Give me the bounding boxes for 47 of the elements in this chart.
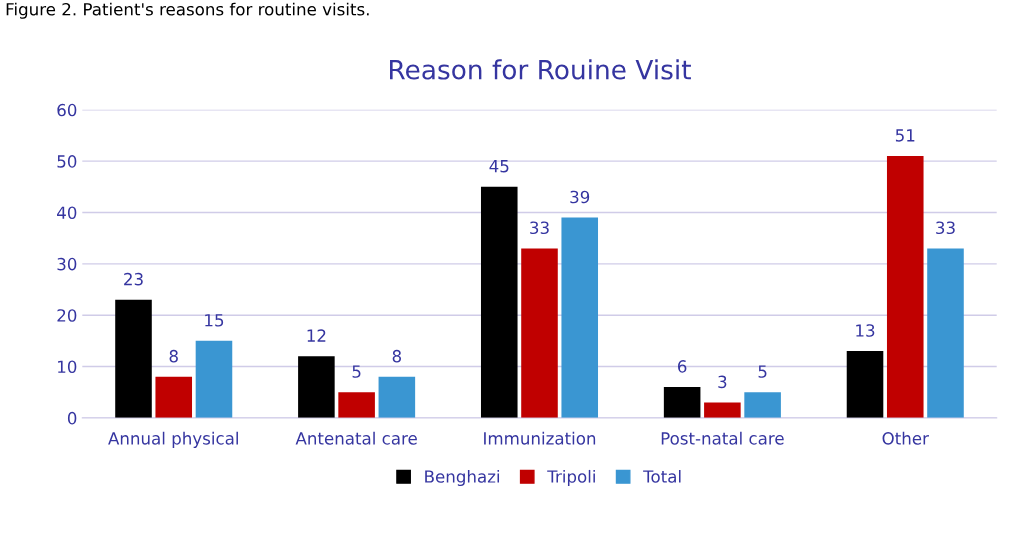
data-label: 51 <box>895 129 915 142</box>
data-label: 45 <box>489 160 509 173</box>
bar <box>155 376 193 418</box>
data-label: 15 <box>205 314 224 327</box>
bar <box>846 351 884 418</box>
bar <box>378 376 416 418</box>
legend-label: Benghazi <box>425 469 500 487</box>
data-label: 33 <box>530 221 549 235</box>
legend-label: Total <box>643 469 681 483</box>
bar <box>886 156 924 418</box>
chart-title: Reason for Rouine Visit <box>390 59 691 80</box>
x-tick-label: Other <box>882 431 929 445</box>
bar <box>480 186 518 418</box>
y-tick-label: 60 <box>57 103 77 117</box>
y-tick-label: 20 <box>57 309 77 322</box>
bar <box>927 248 964 418</box>
y-tick-label: 40 <box>57 206 77 220</box>
data-label: 6 <box>678 360 687 373</box>
legend-label: Tripoli <box>547 469 595 487</box>
caption: Figure 2. Patient's reasons for routine visits. <box>6 2 369 19</box>
x-tick-label: Post-natal care <box>661 431 784 445</box>
data-label: 23 <box>124 272 143 286</box>
bar <box>338 392 375 418</box>
bar <box>521 248 558 418</box>
x-tick-label: Annual physical <box>108 431 238 448</box>
data-label: 5 <box>758 365 767 378</box>
data-label: 13 <box>856 324 875 337</box>
bar <box>115 299 152 418</box>
bar <box>561 217 599 418</box>
y-tick-label: 0 <box>67 411 77 425</box>
bar <box>298 356 335 418</box>
data-label: 3 <box>718 375 727 389</box>
data-label: 5 <box>352 365 361 378</box>
y-tick-label: 50 <box>57 155 77 168</box>
bar <box>663 387 701 418</box>
y-tick-label: 10 <box>58 360 77 374</box>
data-label: 39 <box>570 190 590 204</box>
data-label: 8 <box>169 349 178 363</box>
data-label: 33 <box>936 221 955 235</box>
data-label: 12 <box>307 329 326 342</box>
data-label: 8 <box>392 349 402 363</box>
bar <box>195 340 233 418</box>
bar <box>704 402 741 418</box>
y-tick-label: 30 <box>57 257 77 271</box>
x-tick-label: Antenatal care <box>295 431 417 445</box>
x-tick-label: Immunization <box>484 431 596 445</box>
bar <box>744 392 781 418</box>
